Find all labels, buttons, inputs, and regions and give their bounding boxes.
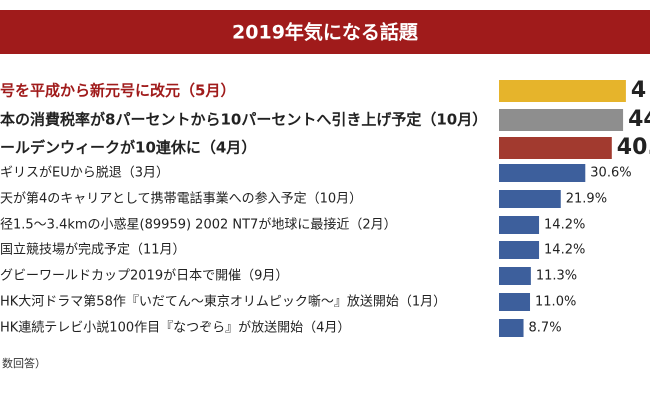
category-label: 天が第4のキャリアとして携帯電話事業への参入予定（10月） [0,191,362,207]
value-label: 40. [617,135,650,160]
category-label: グビーワールドカップ2019が日本で開催（9月） [0,269,288,284]
bar [499,137,612,159]
title-band [0,10,650,54]
bar [499,164,586,182]
category-label: 号を平成から新元号に改元（5月） [0,82,235,100]
bar [499,109,624,131]
value-label: 21.9% [566,192,607,207]
category-label: ールデンウィークが10連休に（4月） [0,139,256,157]
category-label: 本の消費税率が8パーセントから10パーセントへ引き上げ予定（10月） [0,111,487,129]
value-label: 14.2% [544,243,585,258]
value-label: 8.7% [529,321,562,336]
note: 数回答） [2,356,46,370]
category-label: 国立競技場が完成予定（11月） [0,243,186,258]
bar [499,267,531,285]
value-label: 30.6% [590,166,631,181]
category-label: HK大河ドラマ第58作『いだてん〜東京オリムピック噺〜』放送開始（1月） [0,294,446,310]
bar [499,293,531,311]
bar [499,80,626,102]
bar [499,241,540,259]
value-label: 11.0% [535,295,576,310]
value-label: 11.3% [536,269,577,284]
category-label: ギリスがEUから脱退（3月） [0,166,169,181]
value-label: 4 [631,78,646,103]
chart-title: 2019年気になる話題 [232,21,419,44]
bar [499,319,524,337]
value-label: 44 [628,107,650,132]
value-label: 14.2% [544,218,585,233]
bar [499,216,540,234]
bar [499,190,561,208]
category-label: 径1.5〜3.4kmの小惑星(89959) 2002 NT7が地球に最接近（2月… [0,217,397,233]
category-label: HK連続テレビ小説100作目『なつぞら』が放送開始（4月） [0,320,350,336]
